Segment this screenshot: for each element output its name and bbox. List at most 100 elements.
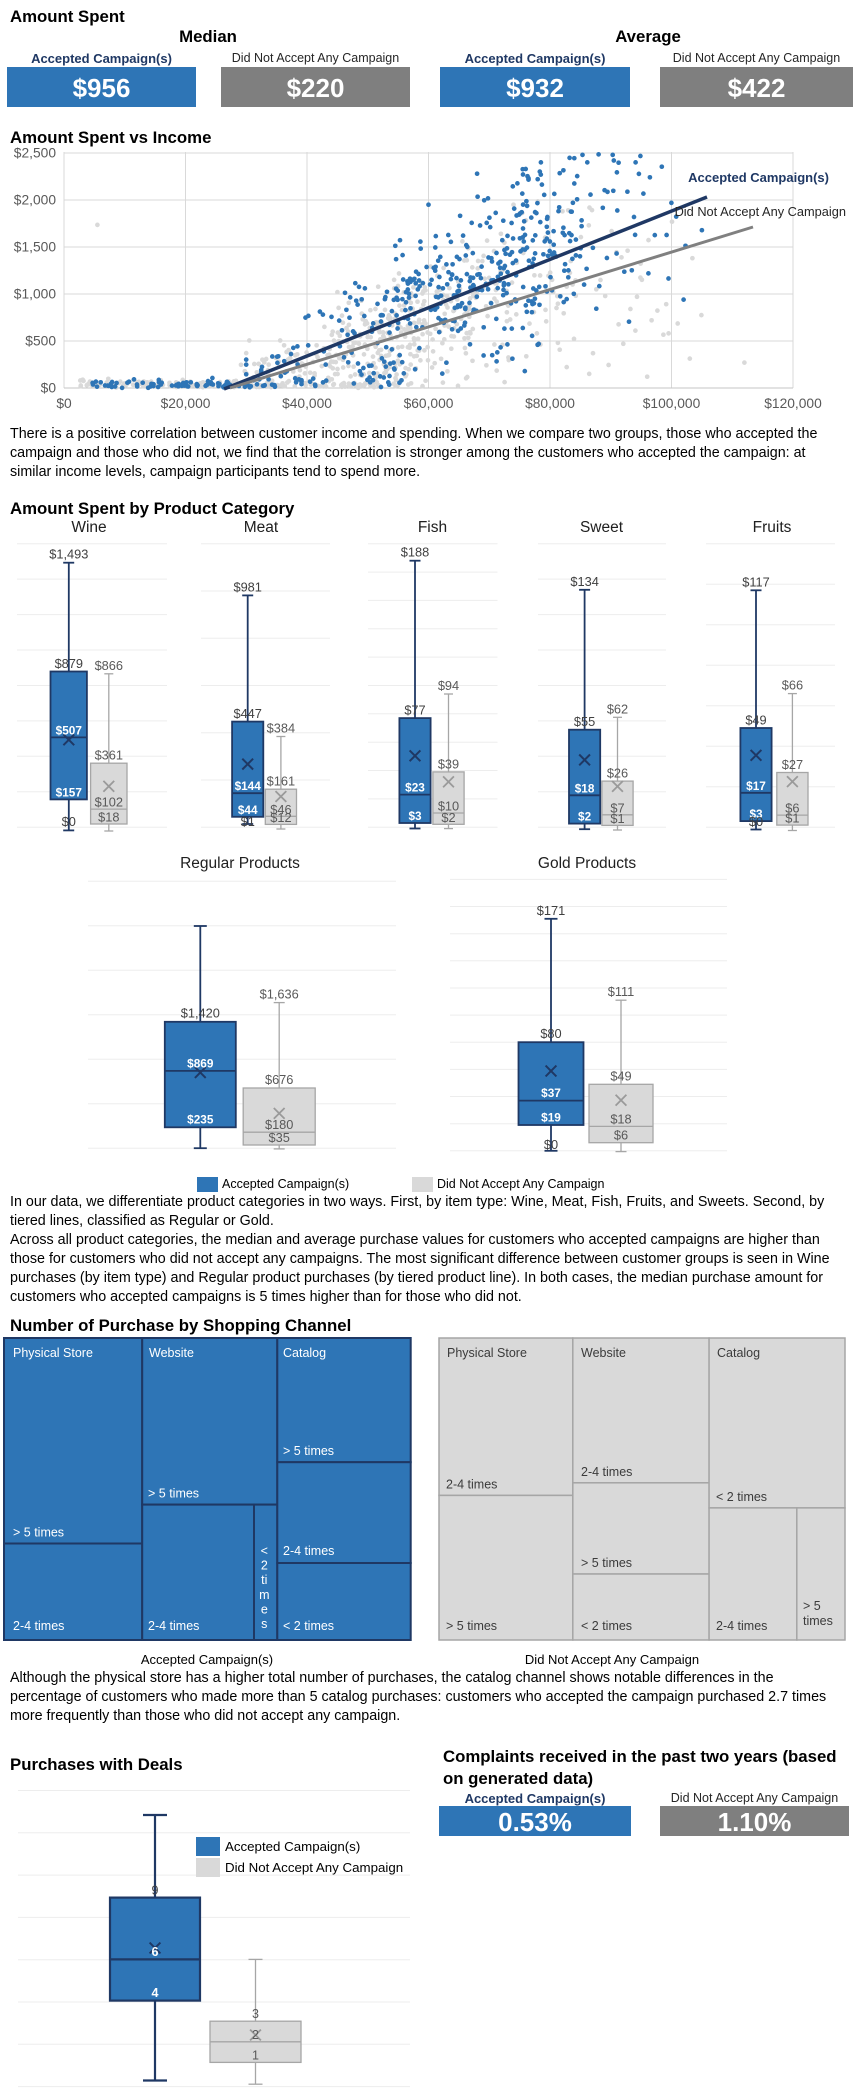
svg-text:$2,000: $2,000 [14, 193, 57, 208]
svg-text:2-4 times: 2-4 times [283, 1544, 334, 1558]
svg-text:< 2 times: < 2 times [716, 1490, 767, 1504]
svg-text:$120,000: $120,000 [764, 396, 822, 411]
svg-text:$1,000: $1,000 [14, 287, 57, 302]
svg-text:Sweet: Sweet [580, 519, 624, 536]
svg-text:$40,000: $40,000 [282, 396, 332, 411]
svg-text:$62: $62 [607, 701, 628, 716]
svg-text:$111: $111 [608, 984, 635, 999]
svg-text:$6: $6 [785, 801, 799, 816]
svg-text:$981: $981 [233, 579, 261, 594]
svg-text:$17: $17 [746, 779, 766, 793]
svg-text:$80,000: $80,000 [525, 396, 575, 411]
svg-text:$188: $188 [401, 545, 429, 560]
svg-text:Accepted Campaign(s): Accepted Campaign(s) [688, 170, 829, 185]
svg-text:Catalog: Catalog [717, 1346, 760, 1360]
svg-text:$869: $869 [187, 1056, 214, 1070]
svg-text:2-4 times: 2-4 times [148, 1619, 199, 1633]
svg-text:> 5: > 5 [803, 1599, 821, 1613]
svg-text:ti: ti [261, 1573, 267, 1587]
svg-text:< 2 times: < 2 times [283, 1619, 334, 1633]
svg-text:$2,500: $2,500 [14, 146, 57, 161]
svg-text:$3: $3 [749, 807, 763, 821]
svg-text:$361: $361 [95, 748, 123, 763]
svg-text:$77: $77 [404, 703, 425, 718]
svg-text:s: s [261, 1617, 267, 1631]
svg-text:$500: $500 [25, 334, 56, 349]
svg-text:$447: $447 [233, 706, 261, 721]
svg-text:$23: $23 [405, 781, 425, 795]
svg-text:$384: $384 [267, 721, 295, 736]
svg-text:$1,636: $1,636 [260, 987, 299, 1002]
svg-text:Wine: Wine [71, 519, 106, 536]
svg-text:2-4 times: 2-4 times [13, 1619, 64, 1633]
svg-text:$180: $180 [265, 1117, 293, 1132]
svg-text:$49: $49 [610, 1068, 631, 1083]
svg-text:$18: $18 [575, 781, 595, 795]
svg-text:> 5 times: > 5 times [13, 1526, 64, 1540]
svg-text:$0: $0 [544, 1137, 558, 1152]
svg-text:Regular Products: Regular Products [180, 855, 300, 872]
svg-text:$10: $10 [438, 799, 459, 814]
svg-text:$60,000: $60,000 [404, 396, 454, 411]
svg-text:> 5 times: > 5 times [581, 1556, 632, 1570]
svg-text:$1,420: $1,420 [181, 1005, 220, 1020]
svg-text:2: 2 [261, 1559, 268, 1573]
svg-text:$26: $26 [607, 766, 628, 781]
svg-text:2-4 times: 2-4 times [581, 1465, 632, 1479]
svg-text:$161: $161 [267, 774, 295, 789]
svg-text:$879: $879 [55, 656, 83, 671]
svg-text:$676: $676 [265, 1072, 293, 1087]
svg-text:$66: $66 [782, 678, 803, 693]
svg-text:$1,493: $1,493 [49, 547, 88, 562]
svg-text:$19: $19 [541, 1111, 561, 1125]
svg-text:$12: $12 [270, 810, 291, 825]
svg-text:$2: $2 [578, 810, 592, 824]
svg-text:$2: $2 [441, 810, 455, 825]
svg-text:4: 4 [152, 1986, 159, 2000]
svg-text:$94: $94 [438, 678, 459, 693]
svg-text:2-4 times: 2-4 times [446, 1478, 497, 1492]
svg-text:$44: $44 [238, 803, 258, 817]
svg-text:$117: $117 [742, 574, 770, 589]
svg-text:$80: $80 [540, 1026, 561, 1041]
svg-text:$1: $1 [241, 814, 255, 829]
svg-text:$866: $866 [95, 658, 123, 673]
svg-text:$507: $507 [56, 723, 83, 737]
svg-text:$171: $171 [537, 903, 565, 918]
svg-text:$235: $235 [187, 1112, 214, 1126]
svg-text:6: 6 [152, 1945, 159, 1959]
svg-text:times: times [803, 1614, 833, 1628]
svg-text:$18: $18 [610, 1111, 631, 1126]
svg-text:<: < [261, 1544, 268, 1558]
svg-text:Physical Store: Physical Store [13, 1346, 93, 1360]
svg-text:$39: $39 [438, 756, 459, 771]
svg-text:3: 3 [252, 2007, 259, 2021]
svg-text:> 5 times: > 5 times [148, 1487, 199, 1501]
svg-text:$1: $1 [785, 811, 799, 826]
svg-text:$49: $49 [745, 713, 766, 728]
svg-text:$20,000: $20,000 [161, 396, 211, 411]
svg-text:$144: $144 [235, 779, 262, 793]
svg-text:$27: $27 [782, 757, 803, 772]
svg-text:Catalog: Catalog [283, 1346, 326, 1360]
svg-text:$1: $1 [610, 811, 624, 826]
svg-text:$0: $0 [62, 814, 76, 829]
svg-text:Gold Products: Gold Products [538, 855, 636, 872]
svg-text:$134: $134 [570, 574, 598, 589]
svg-text:1: 1 [252, 2048, 259, 2062]
svg-text:$55: $55 [574, 714, 595, 729]
svg-text:$0: $0 [749, 814, 763, 829]
svg-text:> 5 times: > 5 times [446, 1619, 497, 1633]
svg-text:2-4 times: 2-4 times [716, 1619, 767, 1633]
svg-text:$3: $3 [408, 809, 422, 823]
svg-text:< 2 times: < 2 times [581, 1619, 632, 1633]
svg-text:$18: $18 [98, 810, 119, 825]
svg-text:9: 9 [152, 1884, 159, 1898]
svg-text:Website: Website [149, 1346, 194, 1360]
svg-text:Did Not Accept Any Campaign: Did Not Accept Any Campaign [675, 204, 846, 219]
svg-text:$157: $157 [56, 785, 83, 799]
svg-text:Meat: Meat [244, 519, 279, 536]
svg-text:$35: $35 [269, 1130, 290, 1145]
svg-text:Fruits: Fruits [753, 519, 792, 536]
svg-text:2: 2 [252, 2028, 259, 2042]
